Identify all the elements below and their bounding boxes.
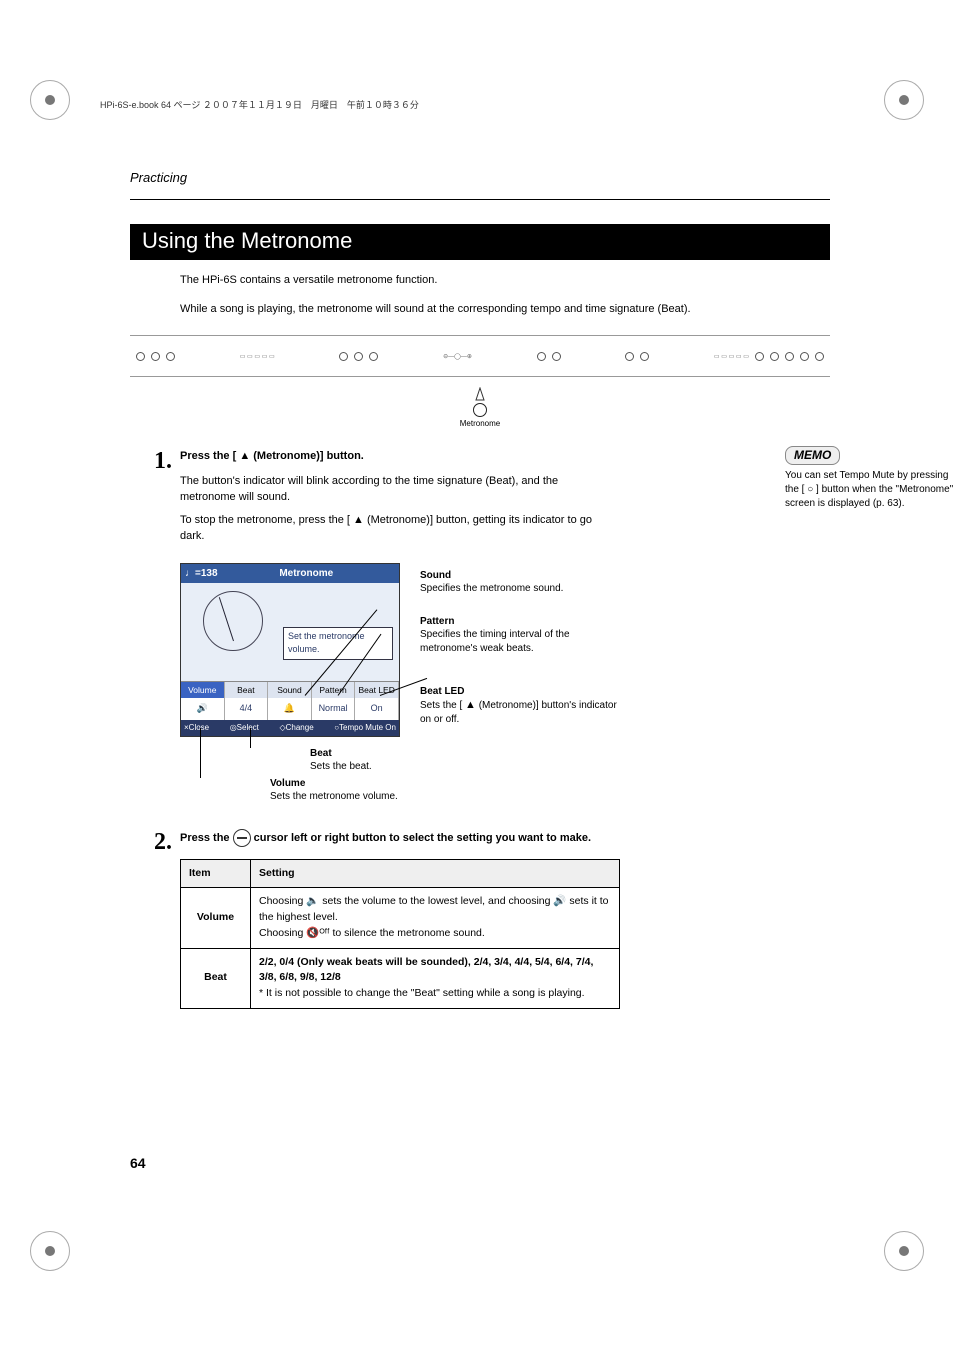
registration-mark: [30, 1231, 70, 1271]
metronome-icon: [474, 387, 486, 401]
registration-mark: [884, 80, 924, 120]
lcd-tempo: ♩=138: [185, 566, 218, 581]
intro-line-2: While a song is playing, the metronome w…: [180, 301, 800, 318]
panel-diagram: ▭ ▭ ▭ ▭ ▭ ⊖—◯—⊕ ▭ ▭ ▭ ▭ ▭: [130, 335, 830, 377]
callout-volume: Volume Sets the metronome volume.: [270, 777, 490, 804]
step-number: 1.: [130, 448, 180, 781]
table-item: Volume: [181, 888, 251, 948]
table-header-setting: Setting: [251, 859, 620, 888]
step-2-lead: Press the cursor left or right button to…: [180, 829, 600, 847]
lcd-tab-pattern: Pattern: [312, 682, 356, 699]
page-number: 64: [130, 1155, 146, 1171]
table-header-row: Item Setting: [181, 859, 620, 888]
memo-box: MEMO You can set Tempo Mute by pressing …: [785, 446, 954, 511]
page-content: Practicing Using the Metronome The HPi-6…: [130, 170, 830, 1009]
lcd-tabs: Volume Beat Sound Pattern Beat LED: [181, 681, 399, 699]
table-setting: Choosing 🔈 sets the volume to the lowest…: [251, 888, 620, 948]
table-setting: 2/2, 0/4 (Only weak beats will be sounde…: [251, 948, 620, 1008]
step-1-para-2: To stop the metronome, press the [ ▲ (Me…: [180, 512, 610, 545]
metronome-icon: ▲: [239, 448, 250, 465]
lcd-val-sound: 🔔: [268, 698, 312, 720]
table-row: Volume Choosing 🔈 sets the volume to the…: [181, 888, 620, 948]
metronome-icon: ▲: [353, 512, 364, 529]
metronome-icon: ▲: [465, 698, 476, 713]
lcd-diagram: ♩=138 Metronome Set the metronome volume…: [180, 563, 830, 773]
lcd-tab-volume: Volume: [181, 682, 225, 699]
step-1-para-1: The button's indicator will blink accord…: [180, 473, 600, 506]
step-number: 2.: [130, 829, 180, 1009]
lcd-val-volume: 🔊: [181, 698, 225, 720]
callout-beatled: Beat LED Sets the [ ▲ (Metronome)] butto…: [420, 685, 620, 727]
lcd-val-pattern: Normal: [312, 698, 356, 720]
book-header: HPi-6S-e.book 64 ページ ２００７年１１月１９日 月曜日 午前１…: [100, 98, 419, 111]
lcd-val-beatled: On: [355, 698, 399, 720]
table-item: Beat: [181, 948, 251, 1008]
lcd-title-text: Metronome: [279, 566, 333, 581]
memo-heading: MEMO: [785, 446, 840, 465]
step-1-lead: Press the [ ▲ (Metronome)] button.: [180, 448, 830, 465]
callout-sound: Sound Specifies the metronome sound.: [420, 569, 620, 596]
step-1: 1. Press the [ ▲ (Metronome)] button. Th…: [130, 448, 830, 781]
table-row: Beat 2/2, 0/4 (Only weak beats will be s…: [181, 948, 620, 1008]
lcd-tab-values: 🔊 4/4 🔔 Normal On: [181, 698, 399, 720]
lcd-val-beat: 4/4: [225, 698, 269, 720]
metronome-button-callout: Metronome: [130, 387, 830, 428]
callout-beat: Beat Sets the beat.: [310, 747, 470, 774]
cursor-icon: [233, 829, 251, 847]
section-label: Practicing: [130, 170, 830, 185]
registration-mark: [884, 1231, 924, 1271]
section-rule: [130, 199, 830, 200]
lcd-dial: [203, 591, 263, 651]
intro-line-1: The HPi-6S contains a versatile metronom…: [180, 272, 800, 289]
registration-mark: [30, 80, 70, 120]
page-title: Using the Metronome: [130, 224, 830, 260]
lcd-footer: ×Close ◎Select ◇Change ○Tempo Mute On: [181, 720, 399, 736]
memo-text: You can set Tempo Mute by pressing the […: [785, 469, 954, 511]
step-2: 2. Press the cursor left or right button…: [130, 829, 830, 1009]
metronome-label: Metronome: [460, 419, 500, 428]
settings-table: Item Setting Volume Choosing 🔈 sets the …: [180, 859, 620, 1009]
lcd-screen: ♩=138 Metronome Set the metronome volume…: [180, 563, 400, 737]
table-header-item: Item: [181, 859, 251, 888]
callout-pattern: Pattern Specifies the timing interval of…: [420, 615, 620, 656]
lcd-tab-beat: Beat: [225, 682, 269, 699]
